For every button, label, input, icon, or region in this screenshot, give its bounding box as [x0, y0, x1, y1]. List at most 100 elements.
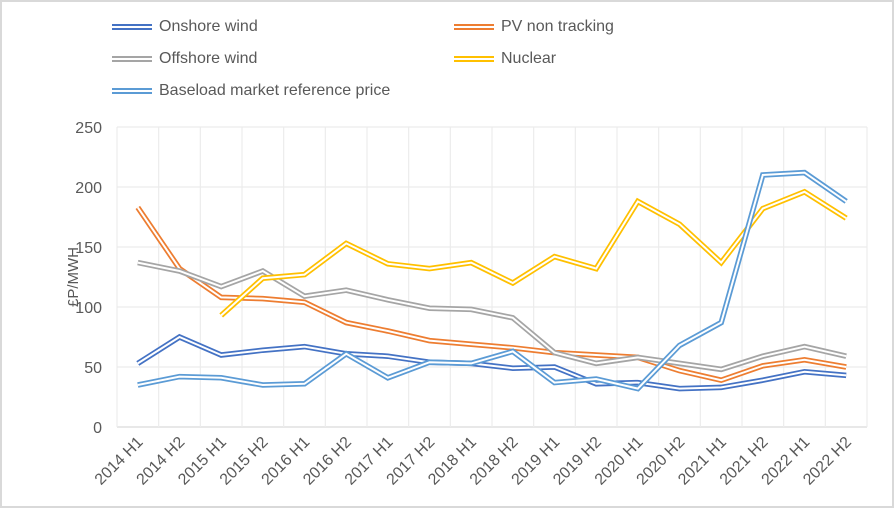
data-point	[635, 199, 640, 204]
data-point	[427, 266, 432, 271]
data-point	[635, 355, 640, 360]
data-point	[844, 354, 849, 359]
data-point	[760, 378, 765, 383]
data-point	[344, 241, 349, 246]
data-point	[677, 222, 682, 227]
legend-item-pv-non-tracking: PV non tracking	[454, 17, 614, 37]
data-point	[135, 205, 140, 210]
data-point	[302, 272, 307, 277]
data-point	[594, 377, 599, 382]
data-point	[844, 365, 849, 370]
data-point	[760, 363, 765, 368]
series-line-inner	[220, 190, 847, 317]
data-point	[719, 320, 724, 325]
data-point	[719, 260, 724, 265]
data-point	[802, 344, 807, 349]
y-tick-label: 250	[75, 120, 102, 137]
y-tick-label: 50	[84, 360, 102, 377]
data-point	[427, 306, 432, 311]
legend-swatch-pv-non-tracking	[454, 24, 494, 30]
data-point	[677, 361, 682, 366]
data-point	[469, 260, 474, 265]
data-point	[219, 353, 224, 358]
series-onshore-wind	[136, 333, 849, 392]
series-line-inner	[136, 206, 847, 382]
data-point	[219, 295, 224, 300]
data-point	[219, 375, 224, 380]
series-baseload-market-reference-price	[137, 169, 849, 392]
data-point	[719, 385, 724, 390]
series-line-inner	[137, 335, 847, 390]
data-point	[302, 294, 307, 299]
data-point	[760, 206, 765, 211]
legend-label: Onshore wind	[159, 18, 258, 35]
data-point	[552, 350, 557, 355]
data-point	[302, 381, 307, 386]
series-line-inner	[137, 171, 847, 390]
data-point	[594, 353, 599, 358]
data-point	[469, 307, 474, 312]
y-tick-label: 0	[93, 420, 102, 437]
series-pv-non-tracking	[135, 205, 849, 384]
legend-item-offshore-wind: Offshore wind	[112, 49, 257, 69]
data-point	[219, 313, 224, 318]
data-point	[260, 296, 265, 301]
data-point	[510, 366, 515, 371]
data-point	[844, 373, 849, 378]
data-point	[802, 357, 807, 362]
chart-legend: Onshore wind PV non tracking Offshore wi…	[0, 0, 894, 110]
data-point	[469, 342, 474, 347]
legend-swatch-nuclear	[454, 56, 494, 62]
y-tick-label: 100	[75, 300, 102, 317]
data-point	[260, 348, 265, 353]
data-point	[594, 266, 599, 271]
data-point	[469, 361, 474, 366]
data-point	[802, 369, 807, 374]
data-point	[219, 284, 224, 289]
legend-label: PV non tracking	[501, 18, 614, 35]
data-point	[344, 288, 349, 293]
series-offshore-wind	[135, 259, 849, 373]
data-point	[385, 329, 390, 334]
data-point	[510, 281, 515, 286]
data-point	[677, 386, 682, 391]
data-point	[302, 300, 307, 305]
data-point	[302, 344, 307, 349]
legend-swatch-baseload-price	[112, 88, 152, 94]
data-point	[427, 338, 432, 343]
data-point	[552, 380, 557, 385]
data-point	[844, 216, 849, 221]
data-point	[177, 374, 182, 379]
data-point	[385, 354, 390, 359]
data-point	[260, 383, 265, 388]
y-axis-ticks: 0 50 100 150 200 250	[75, 120, 102, 437]
legend-label: Offshore wind	[159, 50, 258, 67]
legend-label: Nuclear	[501, 50, 557, 67]
series-nuclear	[219, 188, 849, 318]
data-point	[344, 320, 349, 325]
data-point	[510, 315, 515, 320]
data-point	[802, 189, 807, 194]
data-point	[177, 269, 182, 274]
data-point	[177, 335, 182, 340]
data-point	[677, 343, 682, 348]
data-point	[760, 173, 765, 178]
data-point	[385, 297, 390, 302]
data-point	[260, 269, 265, 274]
data-point	[427, 360, 432, 365]
data-point	[552, 254, 557, 259]
legend-item-baseload-price: Baseload market reference price	[112, 81, 390, 101]
data-point	[760, 354, 765, 359]
legend-item-nuclear: Nuclear	[454, 49, 556, 69]
data-point	[802, 170, 807, 175]
data-point	[844, 199, 849, 204]
data-point	[510, 349, 515, 354]
data-point	[385, 261, 390, 266]
series-lines	[135, 169, 849, 392]
data-point	[344, 351, 349, 356]
data-point	[635, 386, 640, 391]
data-point	[677, 368, 682, 373]
data-point	[135, 260, 140, 265]
